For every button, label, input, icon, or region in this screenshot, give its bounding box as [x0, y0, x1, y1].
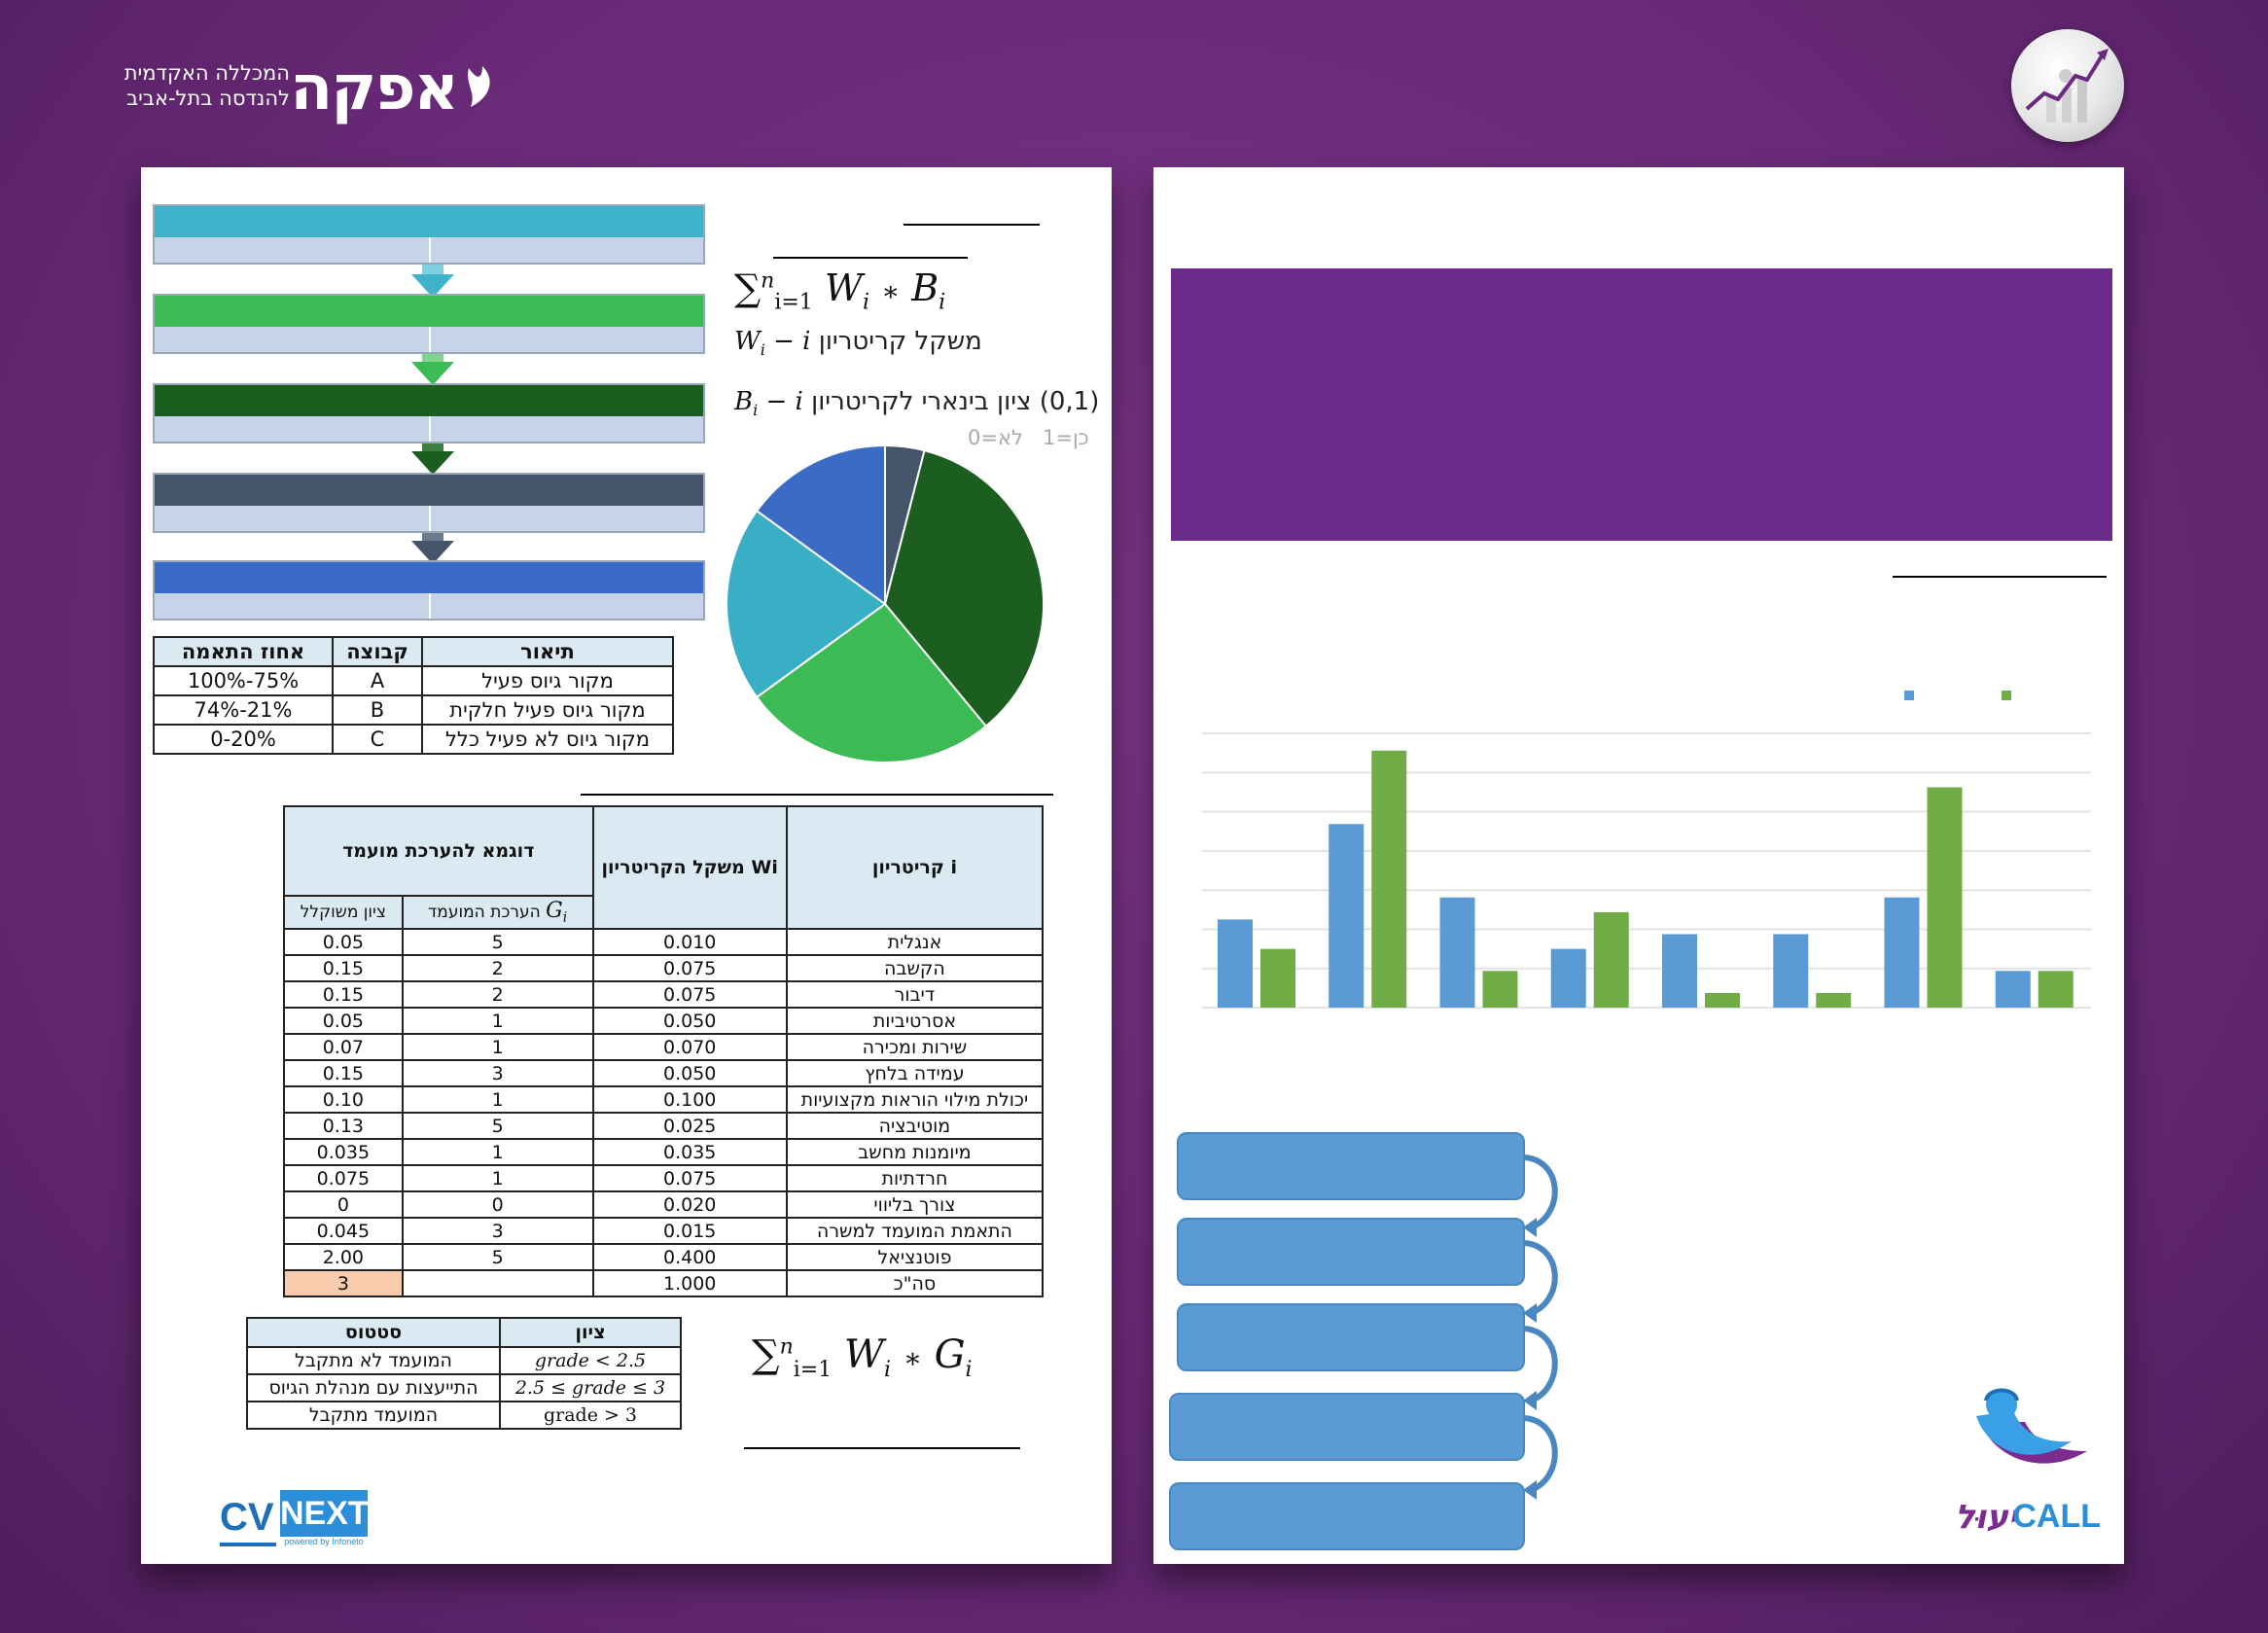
binary-legend: כן=1 לא=0: [968, 426, 1089, 449]
process-arrow-1-stem: [422, 265, 443, 276]
heading-rule: [773, 257, 968, 259]
table-row: 0.15 2 0.075 דיבור: [283, 980, 1045, 1009]
mascot-icon: [1976, 1388, 2087, 1464]
process-step-5: [153, 560, 705, 621]
table-row: מקור גיוס פעיל חלקית B 21%-74%: [153, 694, 674, 726]
bar-3-series-1: [1439, 897, 1475, 1008]
table-row: התייעצות עם מנהלת הגיוס 2.5 ≤ grade ≤ 3: [246, 1373, 682, 1402]
bar-1-series-2: [1260, 948, 1295, 1008]
heading-rule: [1893, 576, 2107, 578]
table-row: המועמד מתקבל grade > 3: [246, 1401, 682, 1430]
bar-7-series-1: [1884, 897, 1920, 1008]
header-candidate-eval: הערכת המועמד Gi: [401, 895, 594, 930]
bar-5-series-2: [1705, 992, 1740, 1008]
bar-6-series-1: [1773, 934, 1809, 1008]
table-row: 0.15 2 0.075 הקשבה: [283, 954, 1045, 982]
formula-w-legend: Wi − i משקל קריטריון: [734, 327, 982, 360]
process-step-1: [153, 204, 705, 265]
heading-rule: [581, 794, 1053, 796]
table-row: מקור גיוס לא פעיל כלל C 0-20%: [153, 724, 674, 755]
table-row: המועמד לא מתקבל grade < 2.5: [246, 1346, 682, 1375]
groups-table: תיאור קבוצה אחוז התאמה מקור גיוס פעיל A …: [153, 636, 674, 755]
table-row: מקור גיוס פעיל A 75%-100%: [153, 665, 674, 696]
table-row: 0 0 0.020 צורך בליווי: [283, 1190, 1045, 1219]
call-logo: יעוּל CALL: [1955, 1498, 2101, 1537]
header-candidate-example: דוגמא להערכת מועמד: [283, 805, 594, 897]
cv-next-logo: CV NEXT powered by Infoneto: [220, 1490, 369, 1548]
header-grade: ציון: [499, 1317, 682, 1348]
groups-header-match: אחוז התאמה: [153, 636, 334, 667]
table-row: 0.10 1 0.100 יכולת מילוי הוראות מקצועיות: [283, 1085, 1045, 1114]
table-row: 0.075 1 0.075 חרדתיות: [283, 1164, 1045, 1192]
header-criterion: קריטריון i: [785, 805, 1045, 930]
table-row: 2.00 5 0.400 פוטנציאל: [283, 1243, 1045, 1271]
header-weighted-score: ציון משוקלל: [283, 895, 404, 930]
formula-weighted-binary: ∑ni=1 Wi ∗ Bi: [734, 266, 946, 315]
bar-8-series-2: [2038, 971, 2073, 1008]
header-weight: משקל הקריטריון Wi: [591, 805, 788, 930]
bar-6-series-2: [1816, 992, 1852, 1008]
pie-chart: [726, 444, 1045, 763]
arrow-down-icon: [411, 451, 454, 475]
pie-slice-3: [755, 602, 988, 763]
curved-arrow-icon: [1523, 1154, 1558, 1500]
bar-2-series-2: [1371, 750, 1407, 1008]
bar-2-series-1: [1329, 824, 1364, 1008]
formula-b-legend: Bi − i ציון בינארי לקריטריון (0,1): [734, 387, 1100, 420]
bar-8-series-1: [1995, 971, 2031, 1008]
title-banner: [1171, 268, 2112, 541]
right-page: [1153, 167, 2124, 1564]
table-row: 0.13 5 0.025 מוטיבציה: [283, 1112, 1045, 1140]
groups-header-description: תיאור: [421, 636, 674, 667]
flow-step-5: [1169, 1482, 1525, 1550]
bar-4-series-1: [1550, 948, 1586, 1008]
criteria-table: דוגמא להערכת מועמד משקל הקריטריון Wi קרי…: [283, 805, 1045, 1297]
bar-chart: [1202, 691, 2091, 1009]
table-row: 0.07 1 0.070 שירות ומכירה: [283, 1033, 1045, 1061]
flow-step-1: [1177, 1132, 1525, 1200]
pie-slice-2: [883, 448, 1045, 728]
legend-swatch-1: [1904, 691, 1914, 700]
status-table: סטטוס ציון המועמד לא מתקבל grade < 2.5 ה…: [246, 1317, 682, 1430]
flow-step-2: [1177, 1218, 1525, 1286]
groups-header-group: קבוצה: [332, 636, 423, 667]
logo-subtitle: המכללה האקדמית להנדסה בתל-אביב: [124, 61, 290, 110]
logo-word: אפקה: [290, 53, 459, 124]
table-row: 0.045 3 0.015 התאמת המועמד למשרה: [283, 1217, 1045, 1245]
header-status: סטטוס: [246, 1317, 501, 1348]
left-page: ∑ni=1 Wi ∗ Bi Wi − i משקל קריטריון Bi − …: [141, 167, 1112, 1564]
flow-step-3: [1177, 1303, 1525, 1371]
process-step-4: [153, 473, 705, 533]
legend-swatch-2: [2002, 691, 2011, 700]
process-step-2: [153, 294, 705, 354]
arrow-down-icon: [411, 362, 454, 385]
table-row-total: 3 1.000 סה"כ: [283, 1269, 1045, 1297]
heading-rule: [744, 1447, 1020, 1449]
bar-7-series-2: [1927, 787, 1963, 1008]
table-row: 0.05 5 0.010 אנגלית: [283, 928, 1045, 956]
table-row: 0.15 3 0.050 עמידה בלחץ: [283, 1059, 1045, 1087]
table-row: 0.05 1 0.050 אסרטיביות: [283, 1007, 1045, 1035]
bar-3-series-2: [1482, 971, 1518, 1008]
bar-5-series-1: [1662, 934, 1697, 1008]
bar-1-series-1: [1218, 919, 1253, 1008]
afeka-logo: אפקה המכללה האקדמית להנדסה בתל-אביב: [124, 53, 490, 124]
pie-slice-4: [726, 509, 887, 699]
process-step-3: [153, 383, 705, 444]
bar-4-series-2: [1593, 911, 1629, 1008]
growth-chart-icon: [2011, 29, 2124, 142]
formula-weighted-grade: ∑ni=1 Wi ∗ Gi: [752, 1332, 973, 1382]
flow-step-4: [1169, 1393, 1525, 1461]
leaf-icon: [468, 66, 490, 107]
pie-slice-5: [755, 444, 886, 606]
heading-rule: [904, 224, 1040, 226]
table-row: 0.035 1 0.035 מיומנות מחשב: [283, 1138, 1045, 1166]
